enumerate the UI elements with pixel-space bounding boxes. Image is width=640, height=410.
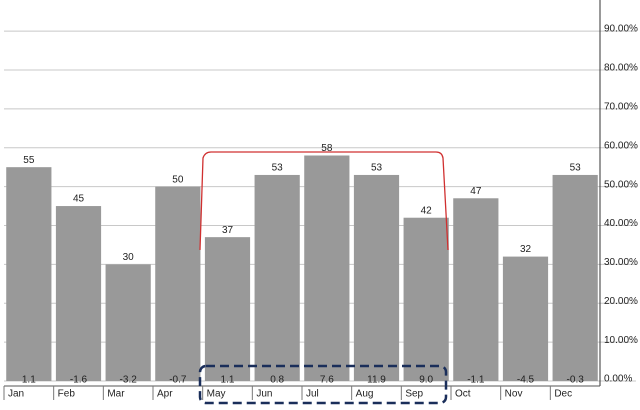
bar	[204, 237, 251, 381]
bar-value-label: 47	[470, 186, 482, 197]
bar	[55, 206, 102, 381]
bottom-value-label: -0.7	[169, 375, 187, 386]
x-tick-label: May	[207, 389, 226, 400]
x-tick-label: Apr	[157, 389, 173, 400]
x-tick-label: Nov	[505, 389, 523, 400]
bar	[502, 256, 549, 381]
y-tick-label: 70.00%	[604, 101, 638, 112]
bar	[304, 155, 350, 381]
highlight-box	[198, 364, 448, 405]
x-tick-label: Jul	[306, 389, 319, 400]
x-tick-label: Feb	[58, 389, 76, 400]
bar	[254, 174, 300, 381]
y-tick-label: 10.00%	[604, 335, 638, 346]
bar-value-label: 45	[73, 194, 85, 205]
bar-value-label: 42	[421, 205, 433, 216]
x-tick-label: Oct	[455, 389, 471, 400]
bar	[403, 217, 449, 381]
bar-value-label: 50	[172, 174, 184, 185]
bottom-value-label: -0.3	[567, 375, 585, 386]
bar	[105, 264, 151, 381]
x-tick-label: Jun	[256, 389, 272, 400]
bar-value-label: 58	[321, 143, 333, 154]
bar-value-label: 37	[222, 225, 234, 236]
y-tick-label: 30.00%	[604, 257, 638, 268]
y-tick-label: 60.00%	[604, 140, 638, 151]
bar-value-label: 32	[520, 244, 532, 255]
bar	[155, 186, 201, 381]
bottom-value-label: 9.0	[419, 375, 433, 386]
bar	[453, 198, 499, 381]
bar-value-label: 53	[272, 163, 284, 174]
y-tick-label: 90.00%	[604, 24, 638, 35]
y-tick-label: 50.00%	[604, 179, 638, 190]
bottom-value-label: 1.1	[221, 375, 235, 386]
x-tick-label: Mar	[107, 389, 125, 400]
bottom-value-label: 7.6	[320, 375, 334, 386]
y-tick-label: 0.00%	[604, 374, 632, 385]
x-tick-label: Sep	[405, 389, 423, 400]
bottom-value-label: -1.1	[467, 375, 485, 386]
bar	[552, 174, 598, 381]
y-tick-label: 20.00%	[604, 296, 638, 307]
bar-value-label: 53	[371, 163, 383, 174]
bar-value-label: 55	[23, 155, 35, 166]
bottom-value-label: 11.9	[367, 375, 386, 386]
x-tick-label: Dec	[554, 389, 572, 400]
x-tick-label: Jan	[8, 389, 24, 400]
bar	[6, 167, 52, 381]
bar-value-label: 53	[570, 163, 582, 174]
bar	[353, 174, 400, 381]
highlight-bracket	[199, 151, 449, 251]
bottom-value-label: -4.5	[517, 375, 535, 386]
bottom-value-label: -1.6	[70, 375, 88, 386]
bottom-value-label: 0.8	[270, 375, 284, 386]
x-tick-label: Aug	[356, 389, 374, 400]
bottom-value-label: -3.2	[120, 375, 138, 386]
bar-value-label: 30	[123, 252, 135, 263]
y-tick-label: 80.00%	[604, 63, 638, 74]
bottom-value-label: 1.1	[22, 375, 36, 386]
y-tick-label: 40.00%	[604, 218, 638, 229]
